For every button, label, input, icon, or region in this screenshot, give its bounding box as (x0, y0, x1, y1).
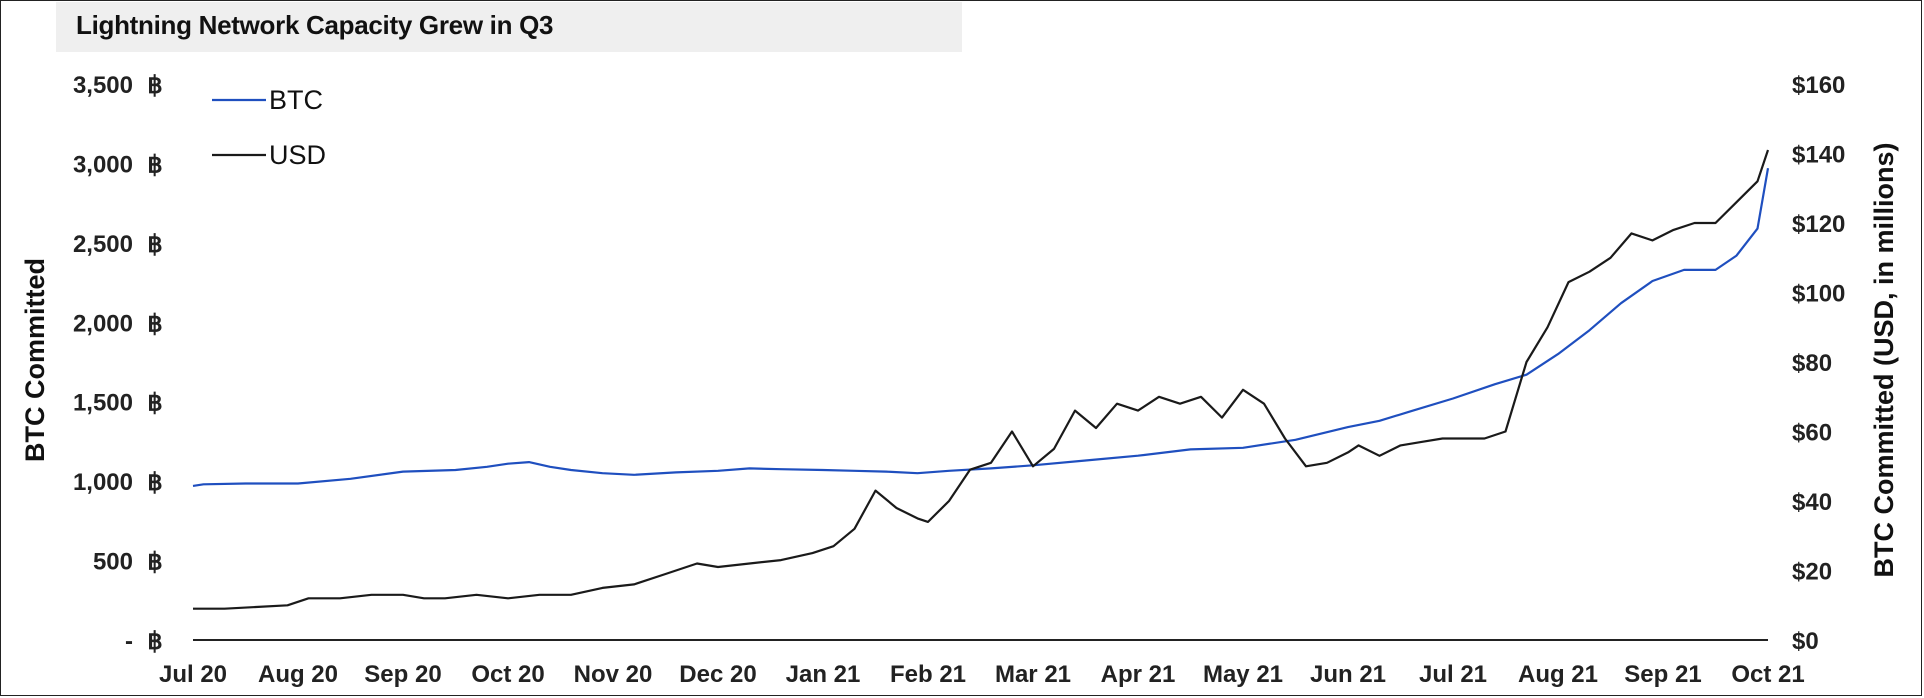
left-tick-label: 1,000 (73, 469, 133, 496)
right-tick-label: $0 (1792, 628, 1819, 655)
right-tick-label: $120 (1792, 211, 1845, 238)
left-tick-unit: ฿ (147, 310, 162, 337)
right-tick-label: $140 (1792, 142, 1845, 169)
x-tick-label: Feb 21 (890, 661, 966, 688)
left-tick-label: - (125, 628, 133, 655)
left-tick-unit: ฿ (147, 72, 162, 99)
series-layer (192, 149, 1770, 610)
right-tick-label: $40 (1792, 489, 1832, 516)
series-line-btc (192, 168, 1770, 487)
x-tick-label: Oct 20 (471, 661, 544, 688)
right-tick-label: $100 (1792, 281, 1845, 308)
left-tick-label: 500 (93, 549, 133, 576)
right-tick-label: $80 (1792, 350, 1832, 377)
x-tick-label: Apr 21 (1101, 661, 1176, 688)
chart-title: Lightning Network Capacity Grew in Q3 (76, 10, 554, 40)
x-axis-ticks: Jul 20 Aug 20 Sep 20 Oct 20 Nov 20 Dec 20 Jan … (159, 661, 1805, 688)
x-tick-label: Oct 21 (1731, 661, 1804, 688)
left-tick-unit: ฿ (147, 151, 162, 178)
left-tick-unit: ฿ (147, 549, 162, 576)
x-tick-label: Mar 21 (995, 661, 1071, 688)
right-tick-label: $60 (1792, 420, 1832, 447)
left-tick-unit: ฿ (147, 469, 162, 496)
left-tick-unit: ฿ (147, 231, 162, 258)
x-tick-label: Jan 21 (786, 661, 861, 688)
legend-label-usd: USD (269, 140, 326, 170)
legend: BTC USD (212, 85, 326, 170)
legend-label-btc: BTC (269, 85, 323, 115)
right-tick-label: $160 (1792, 72, 1845, 99)
right-axis-ticks: $0 $20 $40 $60 $80 $100 $120 $140 $160 (1792, 72, 1845, 655)
x-tick-label: Aug 21 (1518, 661, 1598, 688)
left-tick-label: 1,500 (73, 390, 133, 417)
left-axis-title: BTC Committed (20, 258, 50, 462)
left-tick-label: 2,500 (73, 231, 133, 258)
left-tick-unit: ฿ (147, 390, 162, 417)
x-tick-label: Dec 20 (679, 661, 756, 688)
x-tick-label: Jul 21 (1419, 661, 1487, 688)
x-tick-label: May 21 (1203, 661, 1283, 688)
x-tick-label: Nov 20 (574, 661, 653, 688)
right-axis-title: BTC Committed (USD, in millions) (1869, 143, 1899, 578)
left-axis-ticks: - ฿500 ฿1,000 ฿1,500 ฿2,000 ฿2,500 ฿3,000 ฿3,50… (73, 72, 163, 655)
x-tick-label: Jun 21 (1310, 661, 1386, 688)
left-tick-label: 2,000 (73, 310, 133, 337)
left-tick-label: 3,500 (73, 72, 133, 99)
x-tick-label: Jul 20 (159, 661, 227, 688)
series-line-usd (193, 149, 1770, 610)
x-tick-label: Sep 21 (1624, 661, 1701, 688)
x-tick-label: Aug 20 (258, 661, 338, 688)
left-tick-label: 3,000 (73, 151, 133, 178)
right-tick-label: $20 (1792, 559, 1832, 586)
title-band (56, 2, 962, 52)
left-tick-unit: ฿ (147, 628, 162, 655)
x-tick-label: Sep 20 (364, 661, 441, 688)
